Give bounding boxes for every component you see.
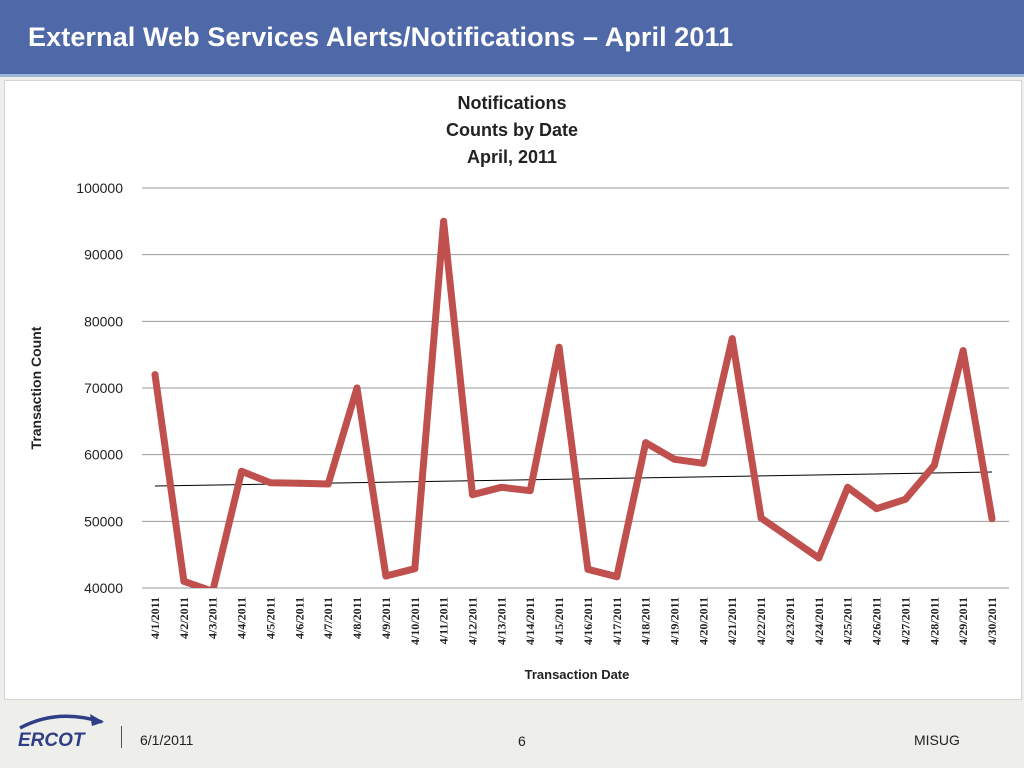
y-tick-label: 60000 <box>84 447 123 463</box>
data-point <box>295 479 303 487</box>
data-point <box>151 371 159 379</box>
x-tick-label: 4/20/2011 <box>696 597 710 645</box>
data-point <box>930 461 938 469</box>
x-tick-label: 4/3/2011 <box>206 597 220 639</box>
x-tick-label: 4/10/2011 <box>408 597 422 645</box>
x-tick-label: 4/30/2011 <box>985 597 999 645</box>
x-tick-label: 4/13/2011 <box>494 597 508 645</box>
data-point <box>844 483 852 491</box>
x-tick-label: 4/4/2011 <box>235 597 249 639</box>
footer-org: MISUG <box>914 732 960 748</box>
x-tick-label: 4/21/2011 <box>725 597 739 645</box>
x-tick-label: 4/18/2011 <box>639 597 653 645</box>
x-tick-label: 4/25/2011 <box>841 597 855 645</box>
data-point <box>324 480 332 488</box>
ercot-logo: ERCOT <box>18 714 104 751</box>
x-tick-label: 4/24/2011 <box>812 597 826 645</box>
data-point <box>699 459 707 467</box>
y-tick-label: 40000 <box>84 580 123 596</box>
data-point <box>266 479 274 487</box>
data-point <box>382 572 390 580</box>
data-point <box>180 577 188 585</box>
page-number: 6 <box>518 733 526 749</box>
x-tick-label: 4/29/2011 <box>956 597 970 645</box>
x-tick-label: 4/27/2011 <box>898 597 912 645</box>
data-point <box>642 439 650 447</box>
x-tick-label: 4/8/2011 <box>350 597 364 639</box>
y-tick-label: 80000 <box>84 313 123 329</box>
x-tick-label: 4/28/2011 <box>927 597 941 645</box>
x-tick-label: 4/14/2011 <box>523 597 537 645</box>
series-line <box>151 217 996 588</box>
data-point <box>988 515 996 523</box>
x-tick-label: 4/2/2011 <box>177 597 191 639</box>
x-tick-label: 4/22/2011 <box>754 597 768 645</box>
y-tick-label: 90000 <box>84 247 123 263</box>
data-point <box>786 534 794 542</box>
data-point <box>238 467 246 475</box>
x-tick-label: 4/19/2011 <box>668 597 682 645</box>
x-tick-label: 4/15/2011 <box>552 597 566 645</box>
footer-date: 6/1/2011 <box>140 732 194 748</box>
chart-title-line: Notifications <box>457 93 566 113</box>
title-bar <box>0 0 1024 74</box>
y-tick-label: 50000 <box>84 513 123 529</box>
x-tick-label: 4/17/2011 <box>610 597 624 645</box>
data-point <box>584 565 592 573</box>
data-point <box>901 495 909 503</box>
x-tick-label: 4/11/2011 <box>437 597 451 644</box>
data-point <box>526 487 534 495</box>
data-point <box>468 491 476 499</box>
data-point <box>728 335 736 343</box>
data-point <box>411 565 419 573</box>
svg-text:ERCOT: ERCOT <box>18 730 86 751</box>
data-point <box>815 554 823 562</box>
footer-separator <box>121 726 122 748</box>
x-axis-label: Transaction Date <box>525 667 630 682</box>
x-tick-label: 4/1/2011 <box>148 597 162 639</box>
x-tick-label: 4/12/2011 <box>465 597 479 645</box>
line-chart: Notifications Counts by Date April, 2011 40… <box>28 93 1009 682</box>
y-tick-label: 70000 <box>84 380 123 396</box>
data-point <box>959 347 967 355</box>
data-point <box>211 587 214 588</box>
data-point <box>873 505 881 513</box>
y-tick-label: 100000 <box>76 180 123 196</box>
data-point <box>440 217 448 225</box>
x-tick-label: 4/6/2011 <box>292 597 306 639</box>
data-point <box>353 384 361 392</box>
data-point <box>613 573 621 581</box>
x-tick-label: 4/23/2011 <box>783 597 797 645</box>
chart-panel: Notifications Counts by Date April, 2011 40… <box>4 80 1022 700</box>
data-point <box>555 343 563 351</box>
x-tick-label: 4/26/2011 <box>870 597 884 645</box>
data-point <box>757 514 765 522</box>
slide-title: External Web Services Alerts/Notificatio… <box>28 22 734 52</box>
x-tick-label: 4/5/2011 <box>263 597 277 639</box>
chart-title-line: April, 2011 <box>467 147 557 167</box>
data-point <box>497 483 505 491</box>
x-tick-label: 4/16/2011 <box>581 597 595 645</box>
x-tick-label: 4/9/2011 <box>379 597 393 639</box>
chart-title-line: Counts by Date <box>446 120 578 140</box>
data-point <box>671 455 679 463</box>
y-axis-label: Transaction Count <box>28 326 44 449</box>
x-tick-label: 4/7/2011 <box>321 597 335 639</box>
title-bar-underline <box>0 74 1024 77</box>
